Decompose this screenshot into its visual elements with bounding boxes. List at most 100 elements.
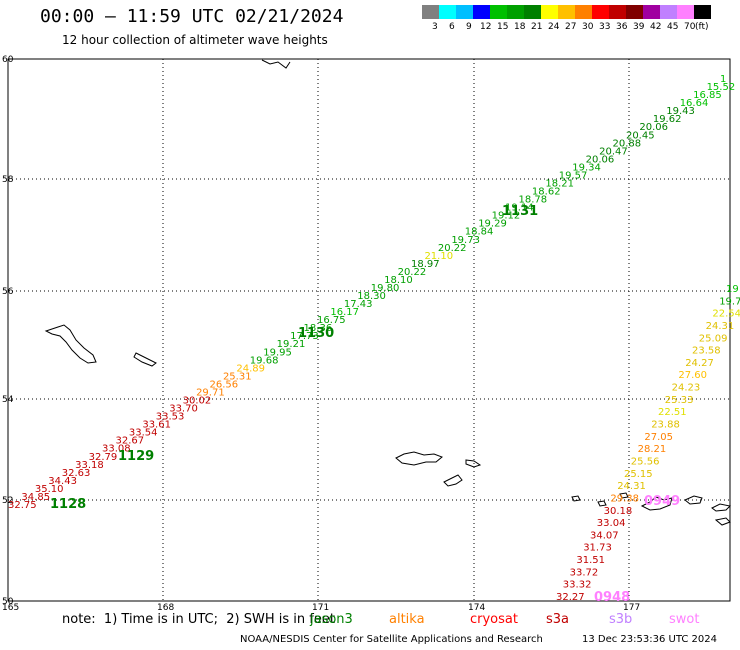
color-swatch	[456, 5, 473, 19]
color-scale-label: 15	[497, 22, 509, 32]
wave-height-label: 19.68	[250, 355, 279, 366]
color-swatch	[626, 5, 643, 19]
color-scale-label: 30	[582, 22, 594, 32]
latitude-tick-label: 60	[2, 55, 14, 65]
wave-height-label: 27.05	[644, 432, 673, 443]
wave-height-label: 18.10	[384, 275, 413, 286]
generation-timestamp: 13 Dec 23:53:36 UTC 2024	[582, 634, 717, 645]
wave-height-label: 19.73	[451, 235, 480, 246]
coast-top	[261, 59, 291, 69]
wave-height-label: 19.57	[559, 170, 588, 181]
pass-time-label: 0949	[644, 494, 680, 509]
satellite-legend-entry: jason3	[310, 612, 353, 627]
color-scale-label: 9	[466, 22, 472, 32]
color-scale-label: 6	[449, 22, 455, 32]
pass-time-label: 1130	[298, 326, 334, 341]
wave-height-label: 20.88	[613, 138, 642, 149]
wave-height-label: 33.08	[102, 444, 131, 455]
wave-height-label: 20.47	[599, 146, 628, 157]
wave-height-label: 32.67	[115, 436, 144, 447]
color-scale-label: 24	[548, 22, 560, 32]
wave-height-label: 28.21	[638, 444, 667, 455]
wave-height-label: 34.85	[21, 492, 50, 503]
wave-height-label: 17.73	[290, 331, 319, 342]
wave-height-label: 33.18	[75, 460, 104, 471]
wave-height-label: 33.70	[169, 404, 198, 415]
wave-height-label: 29.71	[196, 387, 225, 398]
map-subtitle: 12 hour collection of altimeter wave hei…	[62, 33, 328, 47]
wave-height-label: 24.89	[236, 363, 265, 374]
wave-height-label: 18.78	[518, 195, 547, 206]
island-small-west	[133, 352, 157, 367]
wave-height-label: 25.09	[699, 333, 728, 344]
color-scale-label: 18	[514, 22, 526, 32]
color-scale-label: 12	[480, 22, 492, 32]
wave-height-label: 18.36	[304, 323, 333, 334]
wave-height-label: 18.84	[465, 227, 494, 238]
island-east-5	[597, 500, 607, 507]
wave-height-label: 31.51	[576, 555, 605, 566]
island-small-a	[465, 459, 482, 468]
color-scale-label: 27	[565, 22, 577, 32]
color-scale-label: 42	[650, 22, 662, 32]
wave-height-label: 27.60	[678, 370, 707, 381]
wave-height-label: 33.32	[563, 580, 592, 591]
wave-height-label: 32.75	[8, 500, 37, 511]
wave-height-label: 23.58	[692, 346, 721, 357]
wave-height-label: 16.17	[330, 307, 359, 318]
wave-height-label: 16.85	[693, 90, 722, 101]
wave-height-label: 25.15	[624, 469, 653, 480]
island-east-4	[571, 495, 581, 502]
wave-height-label: 21.10	[424, 251, 453, 262]
wave-height-label: 1	[720, 74, 726, 85]
island-amchitka	[443, 474, 463, 487]
pass-time-label: 1131	[502, 204, 538, 219]
wave-height-label: 18.97	[411, 259, 440, 270]
wave-height-label: 32.63	[62, 468, 91, 479]
color-swatch	[660, 5, 677, 19]
wave-height-label: 20.06	[639, 122, 668, 133]
wave-height-label: 30.02	[183, 396, 212, 407]
color-scale-label: 3	[432, 22, 438, 32]
satellite-legend-entry: swot	[669, 612, 700, 627]
map-title: 00:00 – 11:59 UTC 02/21/2024	[40, 6, 344, 27]
wave-height-label: 19.43	[666, 106, 695, 117]
wave-height-label: 33.53	[156, 412, 185, 423]
wave-height-label: 30.18	[604, 506, 633, 517]
satellite-legend-entry: altika	[389, 612, 425, 627]
color-swatch	[609, 5, 626, 19]
latitude-tick-label: 58	[2, 175, 14, 185]
wave-height-label: 18.21	[545, 178, 574, 189]
island-east-6	[619, 492, 629, 499]
wave-height-label: 16.75	[317, 315, 346, 326]
island-east-1	[684, 495, 703, 505]
wave-height-label: 34.07	[590, 530, 619, 541]
wave-height-label: 19.21	[277, 339, 306, 350]
wave-height-label: 18.30	[357, 291, 386, 302]
longitude-tick-label: 165	[2, 603, 19, 613]
wave-height-label: 24.31	[706, 321, 735, 332]
color-swatch	[473, 5, 490, 19]
color-swatch	[490, 5, 507, 19]
wave-height-label: 32.27	[556, 592, 585, 603]
color-scale-label: 33	[599, 22, 611, 32]
credit-line: NOAA/NESDIS Center for Satellite Applica…	[240, 634, 543, 645]
latitude-tick-label: 54	[2, 395, 14, 405]
color-swatch	[643, 5, 660, 19]
wave-height-label: 19.7	[719, 296, 740, 307]
wave-height-label: 24.31	[617, 481, 646, 492]
satellite-legend-entry: s3a	[546, 612, 570, 627]
color-scale-label: 21	[531, 22, 543, 32]
wave-height-label: 25.33	[665, 395, 694, 406]
wave-height-label: 19.34	[572, 162, 601, 173]
color-swatch	[575, 5, 592, 19]
wave-height-label: 33.72	[570, 567, 599, 578]
wave-height-label: 19.14	[505, 203, 534, 214]
wave-height-label: 29.38	[610, 493, 639, 504]
wave-height-label: 19.29	[478, 219, 507, 230]
color-scale-bar	[422, 5, 711, 19]
color-scale-label: (ft)	[695, 22, 709, 32]
wave-height-label: 33.54	[129, 428, 158, 439]
longitude-tick-label: 177	[623, 603, 640, 613]
wave-height-label: 25.56	[631, 456, 660, 467]
